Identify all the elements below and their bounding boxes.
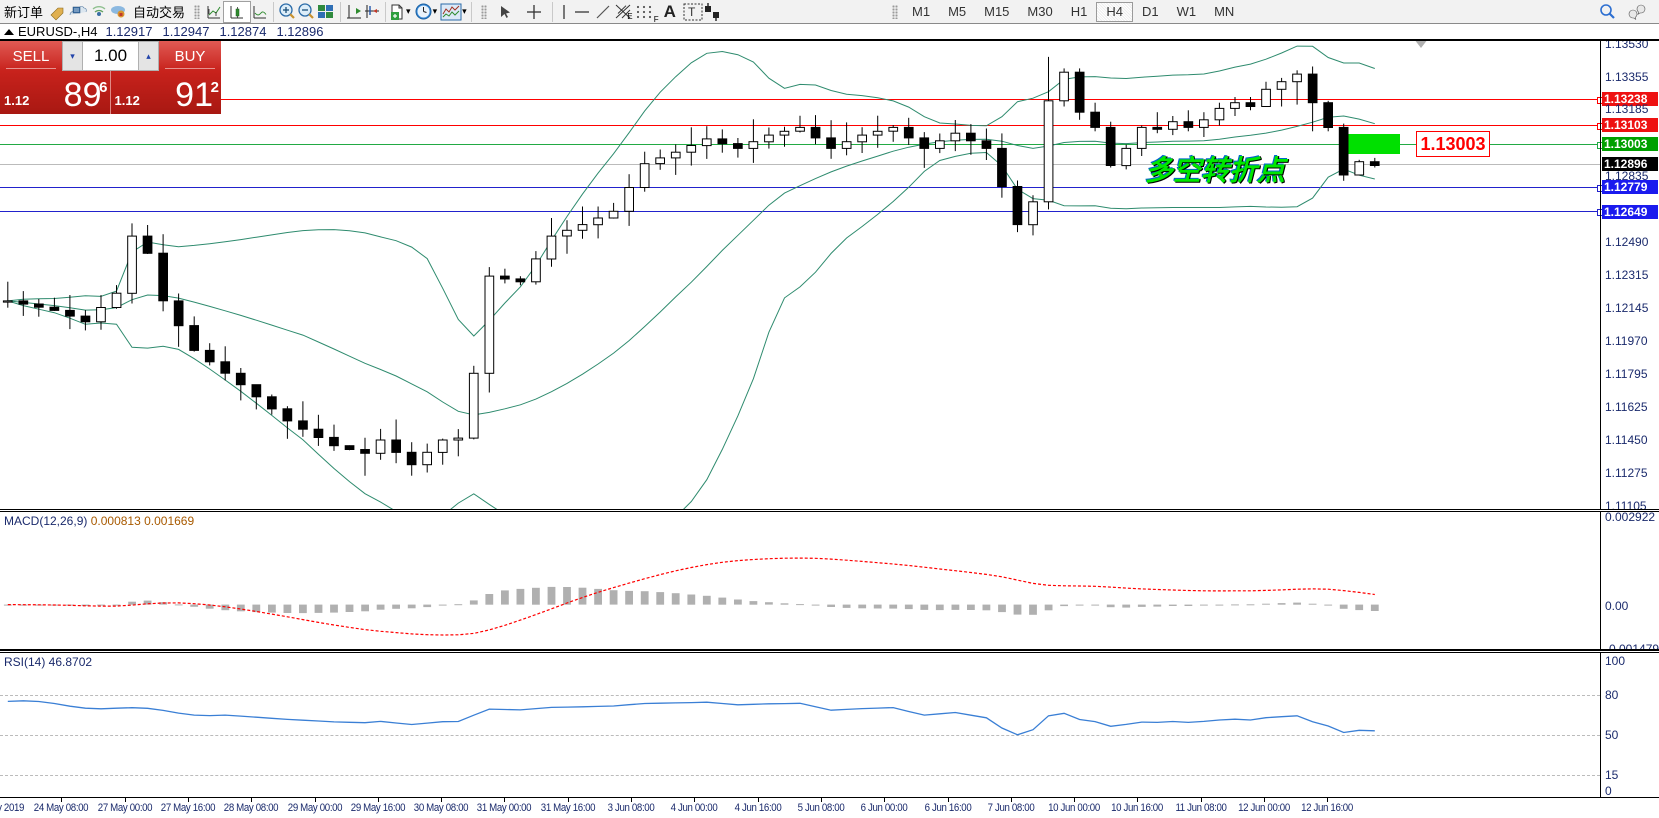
svg-text:T: T [688, 5, 696, 19]
